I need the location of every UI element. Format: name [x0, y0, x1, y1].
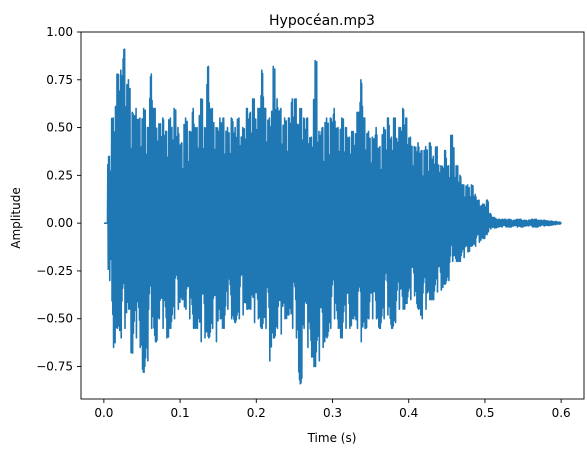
x-tick-label: 0.4 — [399, 406, 418, 420]
y-tick-label: −0.75 — [36, 360, 73, 374]
x-axis-label: Time (s) — [307, 431, 357, 445]
y-tick-label: 1.00 — [46, 25, 73, 39]
y-tick-label: 0.25 — [46, 168, 73, 182]
x-tick-label: 0.1 — [171, 406, 190, 420]
y-tick-label: 0.00 — [46, 216, 73, 230]
x-axis-ticks: 0.0 0.1 0.2 0.3 0.4 0.5 0.6 — [94, 399, 571, 420]
waveform-series-line — [103, 48, 562, 385]
y-tick-label: −0.50 — [36, 312, 73, 326]
y-axis-ticks: −0.75 −0.50 −0.25 0.00 0.25 0.50 0.75 1.00 — [36, 25, 81, 374]
series-layer — [103, 48, 562, 385]
y-tick-label: −0.25 — [36, 264, 73, 278]
x-tick-label: 0.5 — [475, 406, 494, 420]
x-tick-label: 0.0 — [94, 406, 113, 420]
y-axis-label: Amplitude — [9, 187, 23, 249]
plot-frame — [80, 31, 585, 400]
y-tick-label: 0.75 — [46, 73, 73, 87]
chart-title: Hypocéan.mp3 — [269, 13, 375, 29]
x-tick-label: 0.6 — [552, 406, 571, 420]
y-tick-label: 0.50 — [46, 121, 73, 135]
x-tick-label: 0.3 — [323, 406, 342, 420]
x-tick-label: 0.2 — [247, 406, 266, 420]
